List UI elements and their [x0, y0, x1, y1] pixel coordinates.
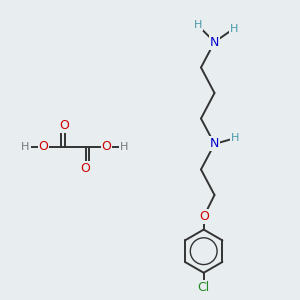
Text: N: N [210, 137, 219, 151]
Text: H: H [194, 20, 202, 31]
Text: O: O [60, 119, 69, 133]
Text: Cl: Cl [198, 281, 210, 294]
Text: H: H [120, 142, 129, 152]
Text: O: O [81, 161, 90, 175]
Text: N: N [210, 35, 219, 49]
Text: O: O [39, 140, 48, 154]
Text: H: H [230, 23, 238, 34]
Text: O: O [199, 210, 208, 223]
Text: H: H [21, 142, 30, 152]
Text: H: H [231, 133, 240, 143]
Text: O: O [102, 140, 111, 154]
